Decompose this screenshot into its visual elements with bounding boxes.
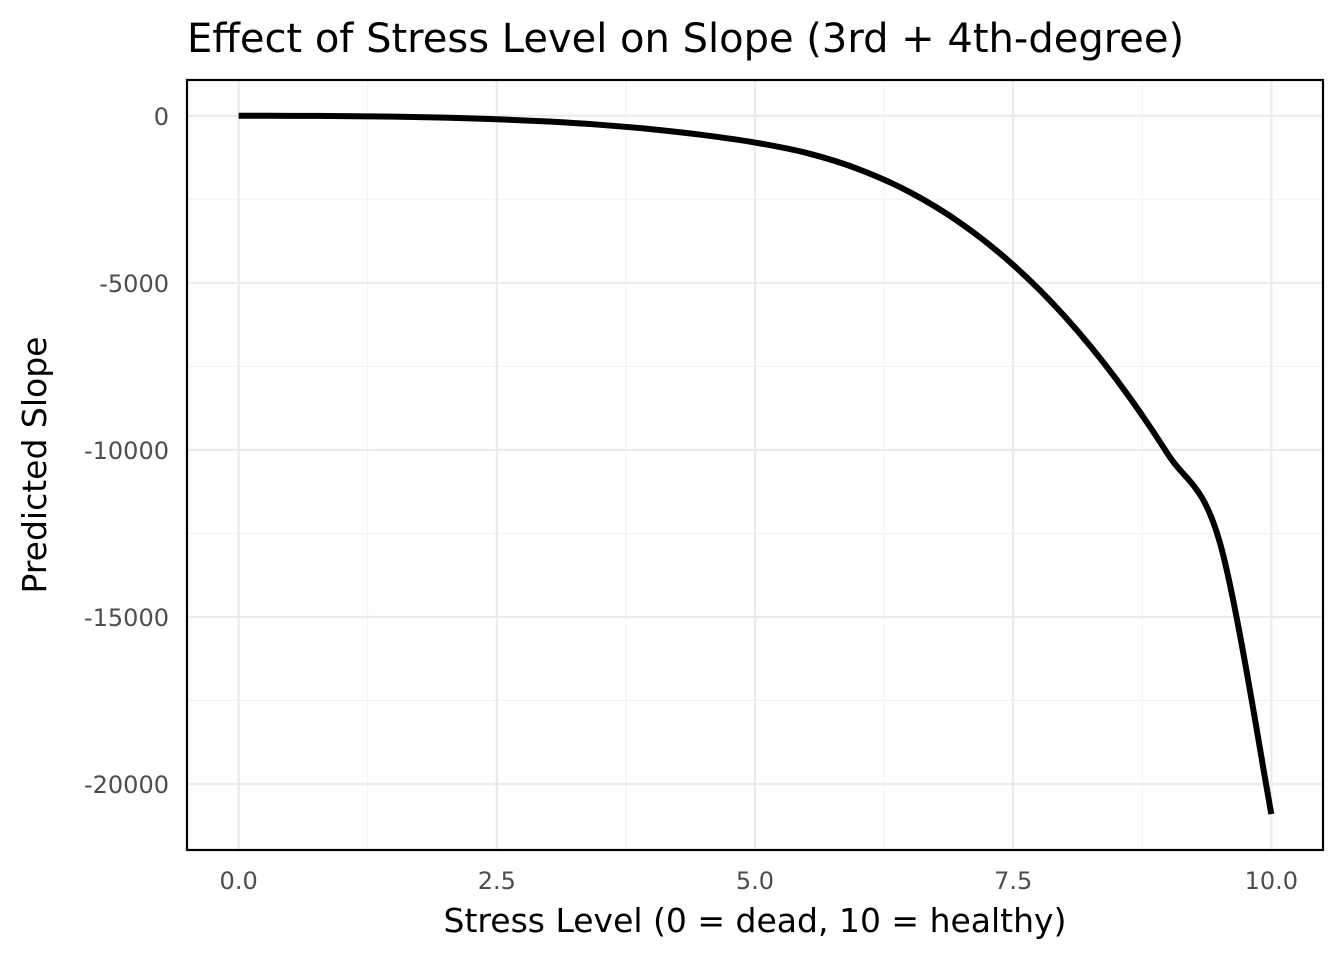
y-tick-label: -10000 <box>84 437 169 465</box>
y-tick-label: 0 <box>154 103 169 131</box>
plot-panel-border <box>185 78 1325 852</box>
y-tick-label: -20000 <box>84 771 169 799</box>
y-tick-label: -5000 <box>99 270 169 298</box>
x-axis-ticks: 0.0 2.5 5.0 7.5 10.0 <box>220 867 1299 895</box>
chart-title: Effect of Stress Level on Slope (3rd + 4… <box>187 16 1184 62</box>
x-tick-label: 5.0 <box>736 867 774 895</box>
x-tick-label: 7.5 <box>994 867 1032 895</box>
x-axis-title: Stress Level (0 = dead, 10 = healthy) <box>444 901 1067 940</box>
x-tick-label: 2.5 <box>478 867 516 895</box>
y-axis-ticks: 0 -5000 -10000 -15000 -20000 <box>84 103 169 799</box>
y-tick-label: -15000 <box>84 604 169 632</box>
y-axis-title: Predicted Slope <box>15 337 54 594</box>
series-layer <box>238 112 1275 815</box>
x-tick-label: 0.0 <box>220 867 258 895</box>
grid <box>187 80 1323 850</box>
x-tick-label: 10.0 <box>1245 867 1298 895</box>
series-line-0 <box>238 112 1275 815</box>
